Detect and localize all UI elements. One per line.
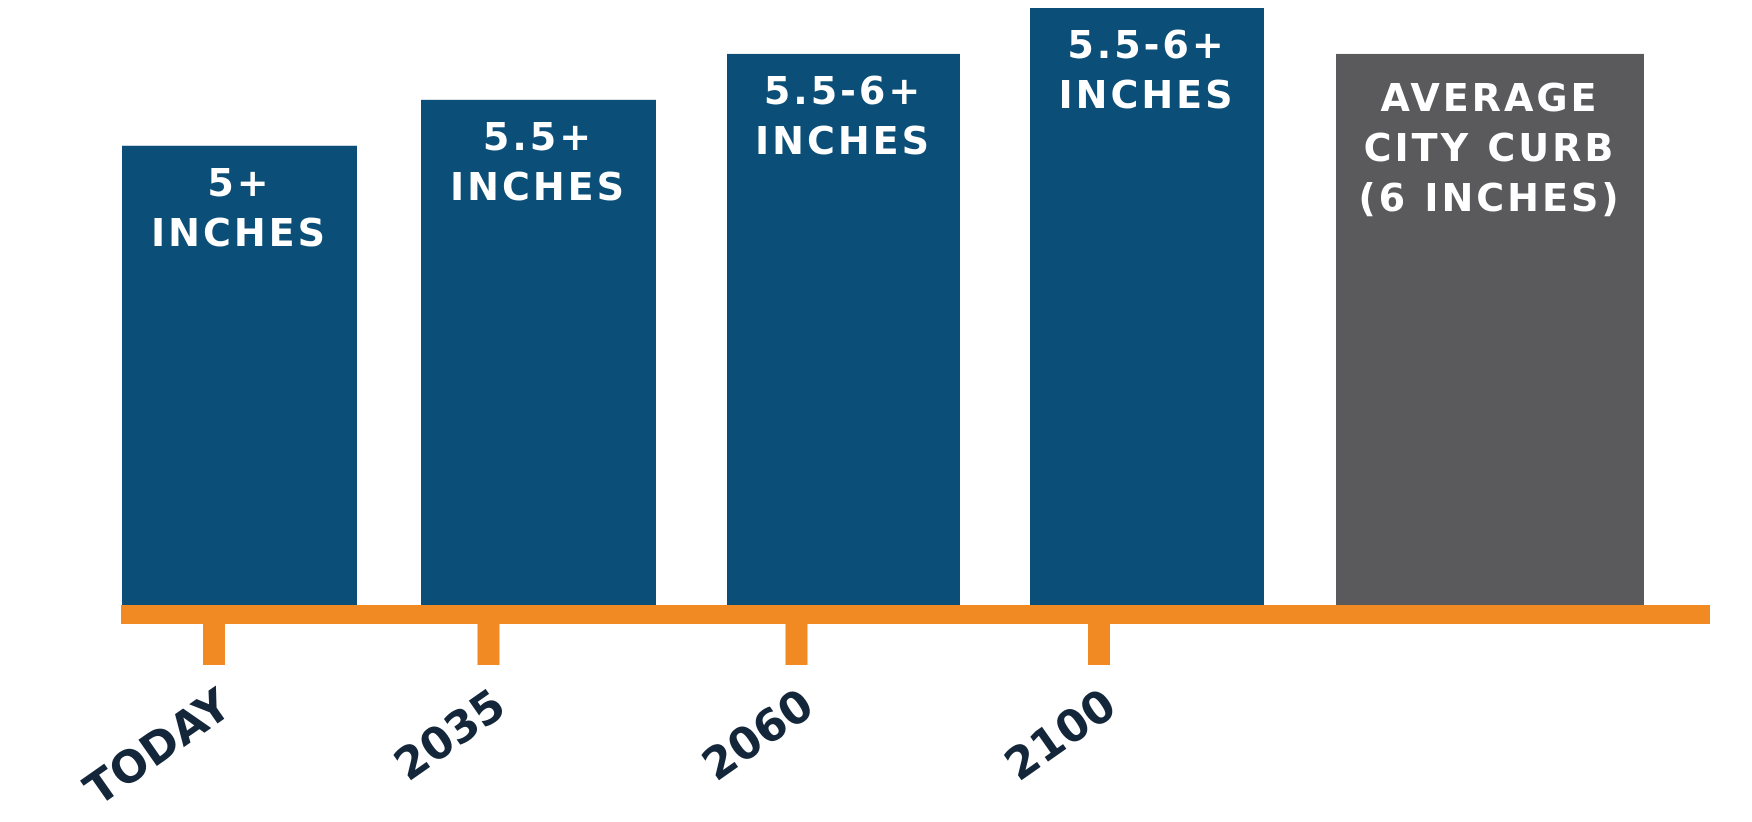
bar-value-label: CITY CURB	[1364, 126, 1617, 170]
bar-value-label: INCHES	[450, 165, 627, 209]
x-axis-tick	[1088, 624, 1110, 665]
x-axis-line	[121, 605, 1710, 624]
x-tick-label: 2060	[693, 679, 823, 791]
x-tick-label: TODAY	[75, 679, 241, 816]
bar-2060	[727, 53, 960, 605]
bar-2035	[421, 99, 656, 605]
x-axis-tick	[785, 624, 808, 665]
bar-value-label: INCHES	[151, 211, 328, 255]
bar-today	[122, 145, 357, 605]
bar-value-label: INCHES	[1059, 73, 1236, 117]
x-axis-tick	[203, 624, 225, 665]
bar-value-label: INCHES	[755, 119, 932, 163]
bar-value-label: 5.5-6+	[764, 69, 923, 113]
x-axis-tick	[477, 624, 500, 665]
bar-2100	[1030, 8, 1264, 605]
x-tick-label: 2035	[385, 679, 515, 791]
bar-average-city-curb	[1336, 53, 1644, 605]
bar-value-label: 5.5+	[483, 115, 594, 159]
bar-value-label: 5+	[207, 161, 271, 205]
bar-value-label: (6 INCHES)	[1358, 176, 1621, 220]
bar-value-label: 5.5-6+	[1067, 23, 1226, 67]
bar-value-label: AVERAGE	[1380, 76, 1599, 120]
x-tick-label: 2100	[996, 679, 1126, 791]
